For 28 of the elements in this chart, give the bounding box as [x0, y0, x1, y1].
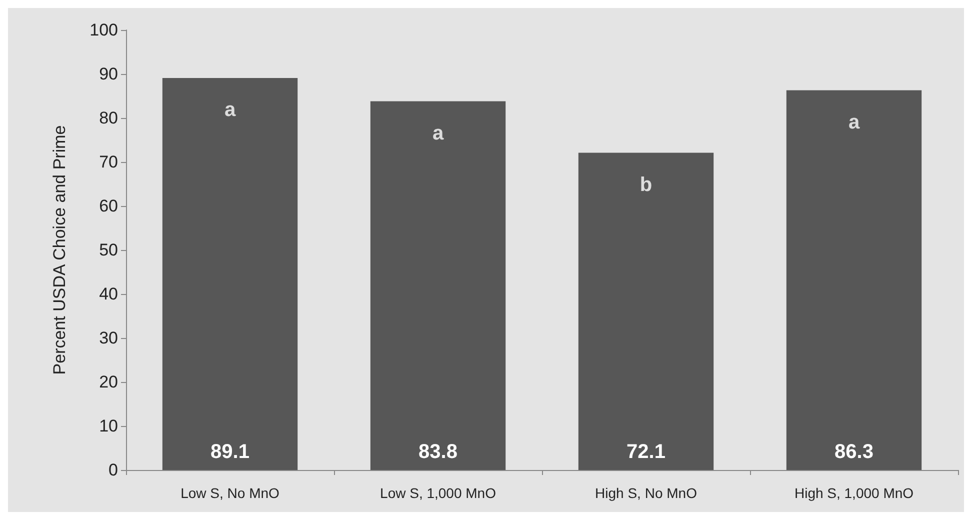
y-tick-label: 10	[99, 416, 118, 436]
y-tick-label: 90	[99, 64, 118, 84]
x-tick-label: High S, No MnO	[595, 485, 698, 501]
y-tick-label: 40	[99, 284, 118, 304]
bar	[162, 78, 298, 470]
y-tick-label: 80	[99, 108, 118, 128]
data-label: 86.3	[834, 441, 874, 463]
x-tick-label: Low S, 1,000 MnO	[380, 485, 496, 501]
bar	[578, 152, 714, 470]
bar	[786, 90, 922, 470]
y-tick-label: 20	[99, 372, 118, 392]
x-tick-label: High S, 1,000 MnO	[794, 485, 914, 501]
y-tick-label: 60	[99, 196, 118, 216]
x-tick-label: Low S, No MnO	[180, 485, 280, 501]
y-tick-label: 30	[99, 328, 118, 348]
y-tick-label: 100	[90, 20, 118, 40]
annotation: a	[432, 122, 444, 144]
y-tick-label: 50	[99, 240, 118, 260]
annotation: a	[848, 111, 860, 134]
y-tick-label: 70	[99, 152, 118, 172]
data-label: 89.1	[210, 441, 250, 463]
data-label: 72.1	[626, 441, 666, 463]
bar	[370, 101, 506, 470]
annotation: b	[640, 174, 652, 196]
y-axis-title: Percent USDA Choice and Prime	[50, 125, 69, 375]
data-label: 83.8	[418, 441, 458, 463]
y-tick-label: 0	[108, 460, 118, 480]
annotation: a	[224, 98, 236, 121]
